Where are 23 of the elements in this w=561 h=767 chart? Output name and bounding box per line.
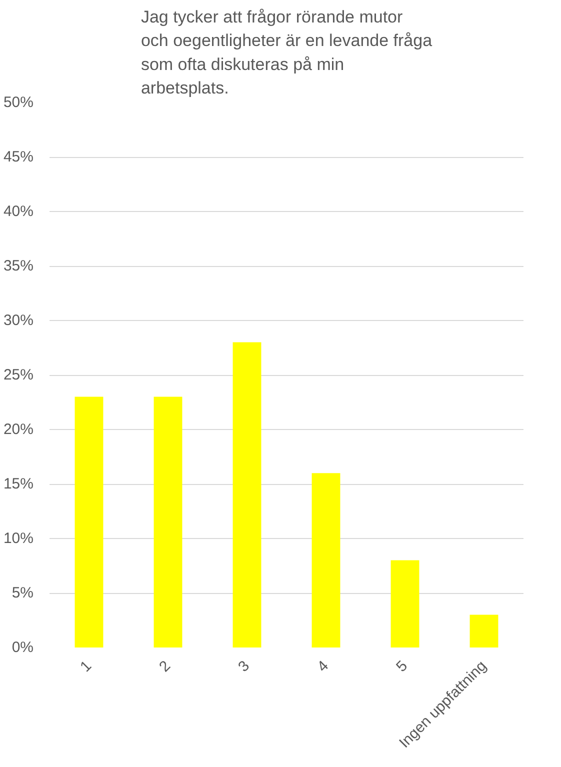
- y-tick-label: 35%: [3, 258, 34, 274]
- x-tick-label: 4: [314, 657, 332, 676]
- bar: [312, 473, 340, 648]
- y-tick-label: 10%: [3, 530, 34, 547]
- y-tick-label: 30%: [3, 312, 34, 329]
- bar: [232, 342, 262, 648]
- y-tick-label: 50%: [3, 94, 34, 111]
- y-tick-label: 20%: [3, 421, 34, 438]
- x-tick-label: 2: [156, 657, 174, 676]
- y-tick-label: 0%: [12, 639, 34, 656]
- x-tick-label: 1: [77, 657, 96, 676]
- x-tick-label: 3: [235, 657, 254, 676]
- bar: [154, 396, 182, 648]
- chart-title: Jag tycker att frågor rörande mutor och oegentligheter är en levande fråga som ofta diskuteras på min arbetsplats.: [140, 7, 433, 98]
- y-tick-label: 45%: [3, 148, 34, 166]
- bar: [470, 614, 498, 648]
- x-tick-label: 5: [393, 657, 412, 676]
- y-tick-label: 5%: [12, 584, 34, 602]
- y-tick-label: 40%: [3, 203, 34, 220]
- bar: [390, 560, 420, 648]
- y-tick-label: 15%: [3, 476, 34, 492]
- bar: [74, 396, 104, 648]
- y-tick-label: 25%: [3, 366, 34, 384]
